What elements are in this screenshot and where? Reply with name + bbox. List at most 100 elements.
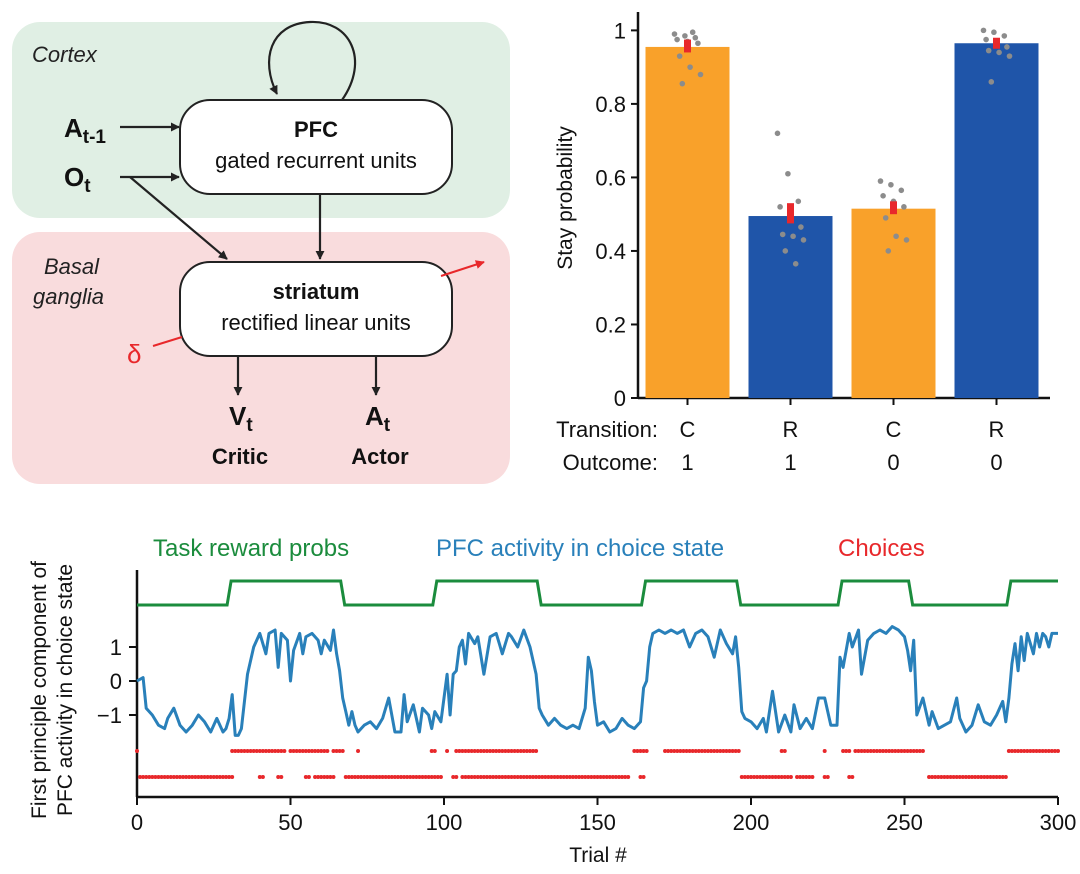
choice-dot-lower [601,775,606,779]
choice-dot-upper [893,749,898,753]
choice-dot-lower [426,775,431,779]
choice-dot-upper [297,749,302,753]
outcome-label: 0 [887,450,899,475]
choice-dot-lower [936,775,941,779]
choice-dot-lower [761,775,766,779]
choice-dot-upper [322,749,327,753]
choice-dot-upper [877,749,882,753]
choice-dot-lower [742,775,747,779]
choice-dot-upper [675,749,680,753]
choice-dot-lower [190,775,195,779]
choice-dot-upper [534,749,539,753]
choice-dot-upper [515,749,520,753]
choice-dot-lower [521,775,526,779]
pfc-subtitle: gated recurrent units [215,148,417,173]
choice-dot-upper [230,749,235,753]
choice-dot-upper [334,749,339,753]
choice-dot-lower [484,775,489,779]
choice-dot-upper [457,749,462,753]
choice-dot-lower [804,775,809,779]
choice-dot-lower [331,775,336,779]
choice-dot-lower [150,775,155,779]
choice-dot-upper [727,749,732,753]
choice-dot-lower [205,775,210,779]
choice-dot-lower [177,775,182,779]
choice-dot-lower [506,775,511,779]
choice-dot-lower [549,775,554,779]
choice-dot-upper [524,749,529,753]
choice-dot-upper [309,749,314,753]
choice-dot-upper [1040,749,1045,753]
choice-dot-upper [506,749,511,753]
bar-data-point [901,204,907,210]
choice-dot-lower [432,775,437,779]
bar [954,43,1039,398]
choice-dot-upper [282,749,287,753]
choice-dot-lower [260,775,265,779]
choice-dot-upper [454,749,459,753]
choice-dot-lower [976,775,981,779]
choice-dot-upper [306,749,311,753]
network-diagram: Cortex Basal ganglia PFC gated recurrent… [12,20,510,484]
pfc-box [179,99,453,195]
transition-row-label: Transition: [556,417,658,442]
choice-dot-upper [920,749,925,753]
basal-label-line1: Basal [44,254,100,279]
choice-dot-lower [469,775,474,779]
bar-data-point [893,233,899,240]
choice-dot-lower [316,775,321,779]
choice-dot-lower [491,775,496,779]
choice-dot-lower [518,775,523,779]
choice-dot-lower [389,775,394,779]
choice-dot-lower [279,775,284,779]
bar-data-point [996,49,1002,56]
choice-dot-upper [512,749,517,753]
choice-dot-lower [770,775,775,779]
striatum-title: striatum [273,279,360,304]
pfc-recurrent-arrow [268,20,357,101]
choice-dot-upper [715,749,720,753]
bar-data-point [877,178,884,184]
choice-dot-upper [1019,749,1024,753]
output-v-sub: t [246,415,253,436]
delta-symbol: δ [127,339,141,369]
choice-dot-lower [475,775,480,779]
choice-dot-upper [917,749,922,753]
choice-dot-upper [288,749,293,753]
choice-dot-lower [313,775,318,779]
bar [748,216,833,398]
choice-dot-lower [626,775,631,779]
choice-dot-lower [801,775,806,779]
basal-label-line2: ganglia [33,284,104,309]
choice-dot-lower [620,775,625,779]
choice-dot-lower [411,775,416,779]
choice-dot-lower [994,775,999,779]
choice-dot-lower [616,775,621,779]
choice-dot-upper [233,749,238,753]
choice-dot-upper [693,749,698,753]
choice-dot-upper [316,749,321,753]
choice-dot-upper [260,749,265,753]
ts-x-tick-label: 150 [579,810,616,835]
choice-dot-upper [497,749,502,753]
stay-probability-chart: Stay probability Transition: Outcome: 00… [554,12,1050,475]
outcome-row-label: Outcome: [563,450,658,475]
choice-dot-lower [527,775,532,779]
bar-data-point [985,47,992,54]
choice-dot-upper [300,749,305,753]
bar-data-point [888,181,894,188]
choice-dot-lower [795,775,800,779]
output-a-sub: t [384,415,391,436]
choice-dot-lower [607,775,612,779]
legend-reward: Task reward probs [153,535,349,562]
choice-dot-lower [303,775,308,779]
choice-dot-lower [985,775,990,779]
choice-dot-upper [1052,749,1057,753]
choice-dot-upper [687,749,692,753]
choice-dot-upper [1025,749,1030,753]
choice-dot-lower [368,775,373,779]
choice-dot-lower [773,775,778,779]
choice-dot-upper [663,749,668,753]
choice-dot-upper [884,749,889,753]
